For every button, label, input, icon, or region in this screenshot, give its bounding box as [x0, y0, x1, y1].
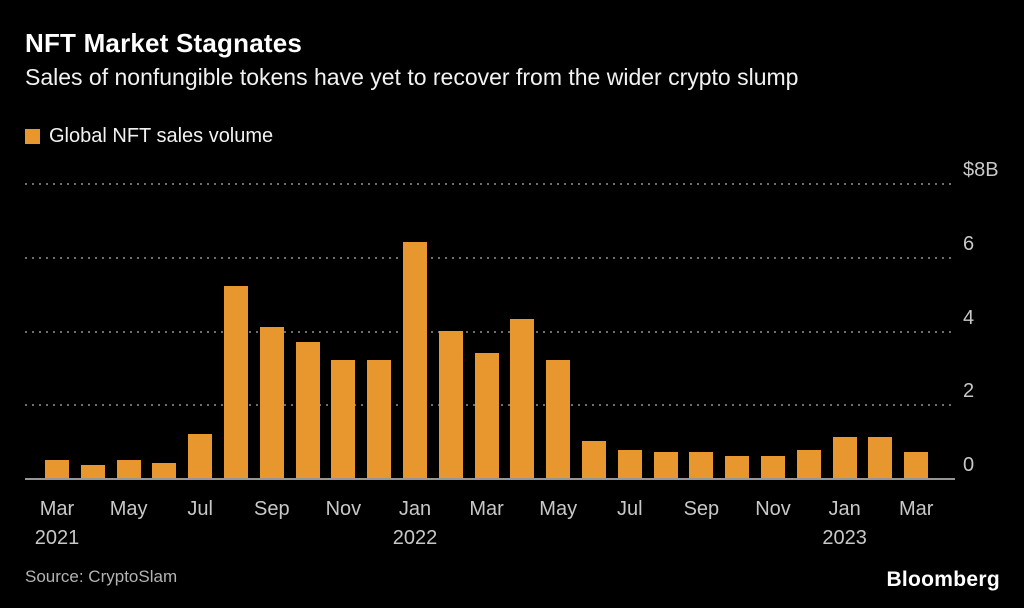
- bar-mar-2022: [474, 352, 499, 478]
- y-tick-label-0: 0: [963, 454, 975, 476]
- bar-mar-2023: [904, 452, 929, 478]
- x-tick-label-jul-2022: Jul: [617, 498, 643, 520]
- x-tick-label-jul-2021: Jul: [187, 498, 213, 520]
- bar-feb-2022: [438, 330, 463, 478]
- bar-jul-2022: [617, 450, 642, 478]
- x-tick-label-jan-2023: Jan: [828, 498, 861, 520]
- x-tick-label-mar-2021: Mar: [39, 498, 75, 520]
- bar-jan-2022: [403, 242, 427, 478]
- gridline-4: [25, 330, 955, 333]
- x-year-label-2022: 2022: [392, 527, 438, 549]
- chart-subtitle: Sales of nonfungible tokens have yet to …: [25, 64, 799, 90]
- bar-sep-2022: [689, 452, 714, 478]
- legend: Global NFT sales volume: [25, 125, 273, 148]
- y-tick-label-2: 2: [963, 380, 975, 403]
- source-note: Source: CryptoSlam: [25, 567, 178, 586]
- x-tick-label-nov-2021: Nov: [325, 498, 362, 520]
- legend-label: Global NFT sales volume: [49, 125, 274, 147]
- x-axis-baseline: [25, 478, 955, 480]
- x-year-label-2023: 2023: [822, 527, 867, 549]
- bar-may-2021: [116, 459, 141, 478]
- x-year-label-2021: 2021: [34, 527, 80, 549]
- bar-dec-2022: [796, 450, 821, 478]
- bloomberg-logo: Bloomberg: [886, 568, 1000, 591]
- bar-jul-2021: [188, 433, 213, 478]
- bar-feb-2023: [868, 437, 893, 478]
- bar-dec-2021: [367, 360, 392, 478]
- bar-jun-2021: [152, 463, 177, 478]
- y-tick-label-4: 4: [963, 306, 975, 329]
- x-tick-label-mar-2023: Mar: [898, 498, 934, 520]
- x-tick-label-may-2021: May: [109, 498, 148, 520]
- bar-oct-2022: [725, 455, 750, 478]
- y-tick-label-6: 6: [963, 232, 975, 255]
- bar-may-2022: [546, 360, 571, 478]
- x-tick-label-may-2022: May: [539, 498, 578, 520]
- x-tick-label-mar-2022: Mar: [469, 498, 504, 520]
- y-tick-label-8: $8B: [963, 159, 999, 181]
- gridline-6: [25, 256, 955, 259]
- bar-nov-2021: [331, 360, 356, 478]
- x-tick-label-nov-2022: Nov: [755, 498, 791, 520]
- bar-aug-2022: [653, 452, 678, 478]
- bar-jun-2022: [582, 441, 606, 478]
- plot-area: [25, 183, 955, 480]
- bar-apr-2021: [80, 465, 105, 478]
- bar-nov-2022: [761, 455, 785, 478]
- x-tick-label-sep-2021: Sep: [254, 498, 290, 520]
- chart-title: NFT Market Stagnates: [25, 28, 303, 58]
- bar-jan-2023: [832, 437, 857, 478]
- x-tick-label-sep-2022: Sep: [683, 498, 720, 520]
- bar-aug-2021: [224, 286, 248, 478]
- bar-oct-2021: [295, 341, 320, 478]
- bar-sep-2021: [259, 326, 284, 478]
- bar-mar-2021: [45, 459, 69, 478]
- gridline-8: [25, 183, 955, 185]
- x-tick-label-jan-2022: Jan: [398, 498, 432, 520]
- bar-apr-2022: [510, 319, 535, 478]
- legend-swatch: [25, 129, 40, 144]
